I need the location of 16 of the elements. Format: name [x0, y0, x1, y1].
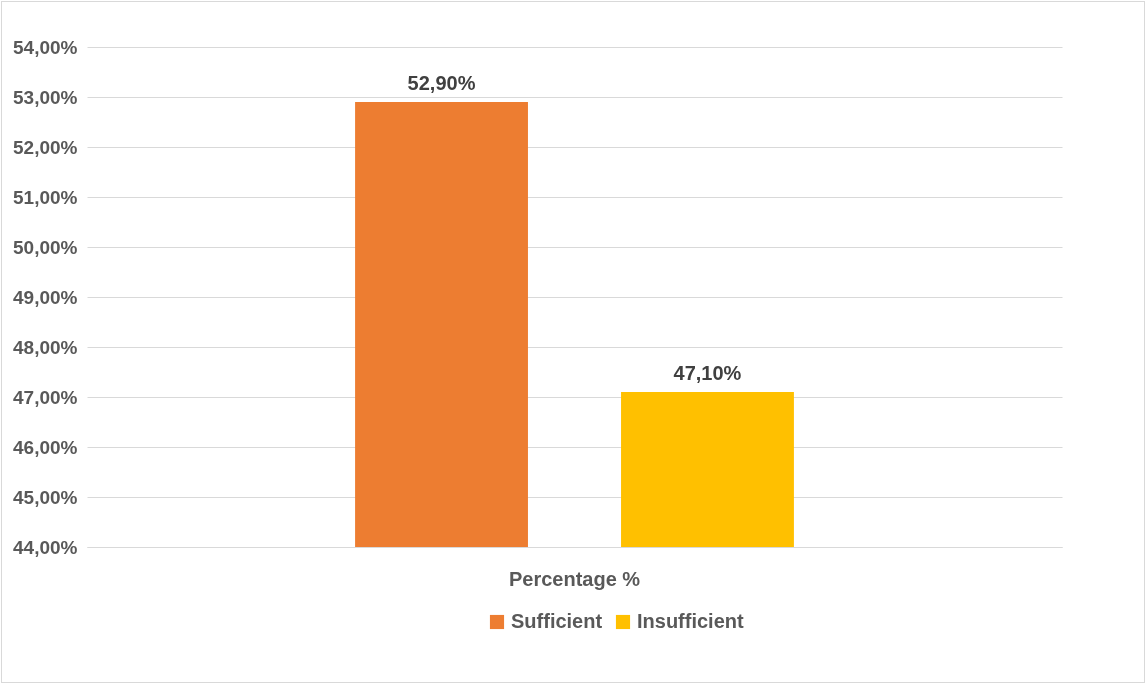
y-tick-label: 54,00% — [13, 36, 78, 58]
y-tick-label: 46,00% — [13, 436, 78, 458]
y-tick-label: 49,00% — [13, 286, 78, 308]
x-tick-label: Percentage % — [508, 567, 641, 590]
y-tick-label: 53,00% — [13, 86, 78, 108]
y-tick-label: 47,00% — [13, 386, 78, 408]
y-tick-label: 48,00% — [13, 336, 78, 358]
data-label: 52,90% — [407, 72, 476, 94]
y-tick-label: 50,00% — [13, 236, 78, 258]
data-label: 47,10% — [673, 362, 742, 384]
y-tick-label: 45,00% — [13, 486, 78, 508]
legend-label: Sufficient — [511, 610, 603, 632]
y-tick-label: 52,00% — [13, 136, 78, 158]
y-tick-label: 44,00% — [13, 536, 78, 558]
legend-label: Insufficient — [637, 610, 745, 632]
y-tick-label: 51,00% — [13, 186, 78, 208]
